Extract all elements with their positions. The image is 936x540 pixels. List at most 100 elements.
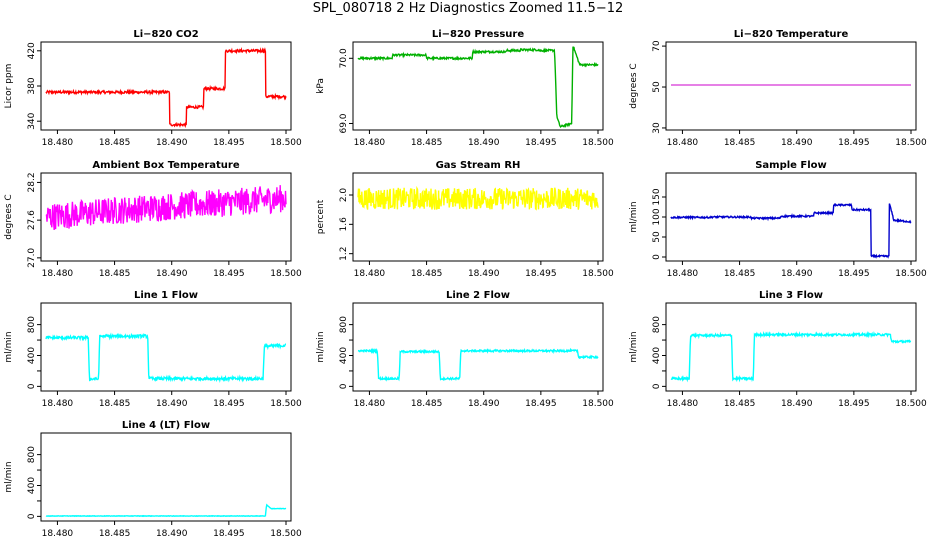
x-tick-label: 18.485 bbox=[724, 269, 756, 279]
x-tick-label: 18.500 bbox=[895, 138, 927, 148]
x-tick-label: 18.495 bbox=[213, 138, 245, 148]
y-tick-label: 1.2 bbox=[339, 247, 349, 261]
y-axis-label: ml/min bbox=[629, 201, 639, 232]
panel-6: Line 1 Flow 18.480 18.485 18.490 18.495 18.50… bbox=[4, 290, 302, 409]
panel-title: Line 3 Flow bbox=[759, 290, 823, 301]
y-tick-label: 2.0 bbox=[339, 188, 349, 203]
x-tick-label: 18.495 bbox=[213, 529, 245, 539]
plot-frame bbox=[352, 41, 604, 131]
y-tick-label: 0 bbox=[652, 254, 662, 260]
plot-frame bbox=[40, 172, 292, 262]
panel-8: Line 3 Flow 18.480 18.485 18.490 18.495 18.50… bbox=[629, 290, 927, 409]
panel-1: Li−820 Pressure 18.480 18.485 18.490 18.495 1… bbox=[316, 29, 614, 148]
y-tick-label: 0 bbox=[652, 383, 662, 389]
x-tick-label: 18.500 bbox=[895, 399, 927, 409]
y-tick-label: 800 bbox=[339, 316, 349, 333]
panel-5: Sample Flow 18.480 18.485 18.490 18.495 18.50… bbox=[629, 160, 927, 279]
figure-title: SPL_080718 2 Hz Diagnostics Zoomed 11.5−… bbox=[312, 1, 624, 16]
plot-frame bbox=[40, 302, 292, 392]
x-tick-label: 18.490 bbox=[468, 138, 500, 148]
x-tick-label: 18.490 bbox=[156, 399, 188, 409]
series-line bbox=[357, 347, 599, 382]
x-tick-label: 18.495 bbox=[525, 138, 557, 148]
y-tick-label: 340 bbox=[27, 112, 37, 129]
x-tick-label: 18.480 bbox=[354, 138, 386, 148]
series-line bbox=[45, 185, 287, 231]
x-tick-label: 18.500 bbox=[270, 138, 302, 148]
series-line bbox=[670, 330, 912, 383]
x-tick-label: 18.485 bbox=[724, 399, 756, 409]
panel-title: Li−820 Temperature bbox=[734, 29, 849, 40]
y-tick-label: 400 bbox=[27, 477, 37, 494]
y-tick-label: 1.6 bbox=[339, 217, 349, 232]
y-tick-label: 0 bbox=[339, 383, 349, 389]
x-tick-label: 18.500 bbox=[895, 269, 927, 279]
x-tick-label: 18.480 bbox=[42, 529, 74, 539]
x-tick-label: 18.500 bbox=[582, 399, 614, 409]
x-tick-label: 18.490 bbox=[156, 529, 188, 539]
panel-title: Line 1 Flow bbox=[134, 290, 198, 301]
series-line bbox=[45, 46, 287, 129]
y-tick-label: 100 bbox=[652, 208, 662, 225]
y-tick-label: 50 bbox=[652, 81, 662, 93]
y-tick-label: 800 bbox=[27, 446, 37, 463]
x-tick-label: 18.480 bbox=[42, 138, 74, 148]
y-tick-label: 28.2 bbox=[27, 172, 37, 192]
x-tick-label: 18.500 bbox=[582, 269, 614, 279]
x-tick-label: 18.485 bbox=[99, 529, 131, 539]
panel-title: Li−820 Pressure bbox=[432, 29, 525, 40]
series-line bbox=[45, 503, 287, 518]
panel-9: Line 4 (LT) Flow 18.480 18.485 18.490 18.495… bbox=[4, 420, 302, 539]
x-tick-label: 18.490 bbox=[156, 138, 188, 148]
series-line bbox=[357, 46, 599, 129]
y-tick-label: 50 bbox=[652, 231, 662, 243]
x-tick-label: 18.485 bbox=[99, 399, 131, 409]
plot-frame bbox=[665, 41, 917, 131]
x-tick-label: 18.480 bbox=[42, 269, 74, 279]
y-axis-label: degrees C bbox=[4, 194, 14, 239]
y-tick-label: 400 bbox=[339, 347, 349, 364]
panel-title: Li−820 CO2 bbox=[133, 29, 198, 40]
panel-title: Ambient Box Temperature bbox=[92, 160, 239, 171]
x-tick-label: 18.495 bbox=[213, 399, 245, 409]
y-axis-label: ml/min bbox=[316, 331, 326, 362]
plot-frame bbox=[40, 432, 292, 522]
x-tick-label: 18.500 bbox=[270, 399, 302, 409]
y-tick-label: 70.0 bbox=[339, 48, 349, 68]
y-tick-label: 420 bbox=[27, 42, 37, 59]
y-tick-label: 800 bbox=[27, 316, 37, 333]
y-tick-label: 400 bbox=[27, 347, 37, 364]
series-line bbox=[670, 202, 912, 259]
x-tick-label: 18.500 bbox=[270, 269, 302, 279]
plot-frame bbox=[352, 302, 604, 392]
panel-3: Ambient Box Temperature 18.480 18.485 18.49… bbox=[4, 160, 302, 279]
panel-2: Li−820 Temperature 18.480 18.485 18.490 18.4… bbox=[629, 29, 927, 148]
x-tick-label: 18.495 bbox=[838, 399, 870, 409]
y-tick-label: 380 bbox=[27, 77, 37, 94]
y-tick-label: 400 bbox=[652, 347, 662, 364]
series-line bbox=[45, 332, 287, 383]
panel-7: Line 2 Flow 18.480 18.485 18.490 18.495 18.50… bbox=[316, 290, 614, 409]
x-tick-label: 18.485 bbox=[411, 138, 443, 148]
panel-0: Li−820 CO2 18.480 18.485 18.490 18.495 18.500… bbox=[4, 29, 302, 148]
x-tick-label: 18.500 bbox=[582, 138, 614, 148]
y-axis-label: percent bbox=[316, 199, 326, 234]
x-tick-label: 18.480 bbox=[667, 399, 699, 409]
x-tick-label: 18.485 bbox=[411, 269, 443, 279]
x-tick-label: 18.490 bbox=[781, 399, 813, 409]
y-axis-label: Licor ppm bbox=[4, 64, 14, 109]
x-tick-label: 18.490 bbox=[468, 269, 500, 279]
y-axis-label: ml/min bbox=[4, 331, 14, 362]
panel-title: Line 4 (LT) Flow bbox=[122, 420, 210, 431]
x-tick-label: 18.490 bbox=[781, 138, 813, 148]
y-tick-label: 69.0 bbox=[339, 113, 349, 133]
y-tick-label: 0 bbox=[27, 513, 37, 519]
x-tick-label: 18.480 bbox=[354, 399, 386, 409]
y-tick-label: 150 bbox=[652, 188, 662, 205]
x-tick-label: 18.495 bbox=[838, 138, 870, 148]
x-tick-label: 18.490 bbox=[468, 399, 500, 409]
plot-frame bbox=[40, 41, 292, 131]
x-tick-label: 18.495 bbox=[838, 269, 870, 279]
